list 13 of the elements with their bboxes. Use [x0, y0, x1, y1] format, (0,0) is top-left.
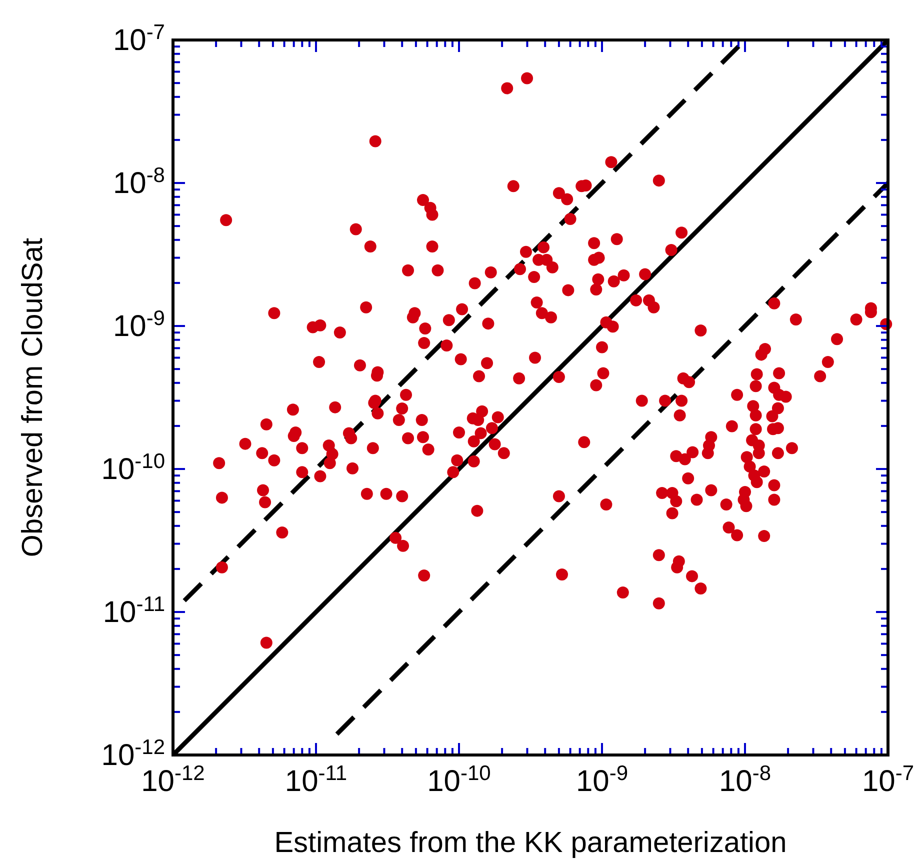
x-tick-label: 10$^{-9}$ — [576, 762, 628, 798]
y-axis-title: Observed from CloudSat — [17, 238, 49, 558]
y-tick-label: 10$^{-9}$ — [112, 306, 165, 343]
x-tick-label: 10$^{-11}$ — [284, 762, 348, 798]
y-tick-label: 10$^{-11}$ — [102, 592, 165, 629]
y-tick-label: 10$^{-10}$ — [101, 450, 165, 486]
y-tick-label: 10$^{-8}$ — [112, 164, 165, 200]
x-tick-label: 10$^{-10}$ — [427, 762, 491, 798]
x-tick-label: 10$^{-8}$ — [718, 762, 772, 798]
y-tick-label: 10$^{-7}$ — [112, 20, 165, 57]
x-tick-label: 10$^{-12}$ — [141, 762, 205, 798]
x-axis-title: Estimates from the KK parameterization — [274, 827, 787, 859]
x-tick-label: 10$^{-7}$ — [862, 762, 914, 798]
